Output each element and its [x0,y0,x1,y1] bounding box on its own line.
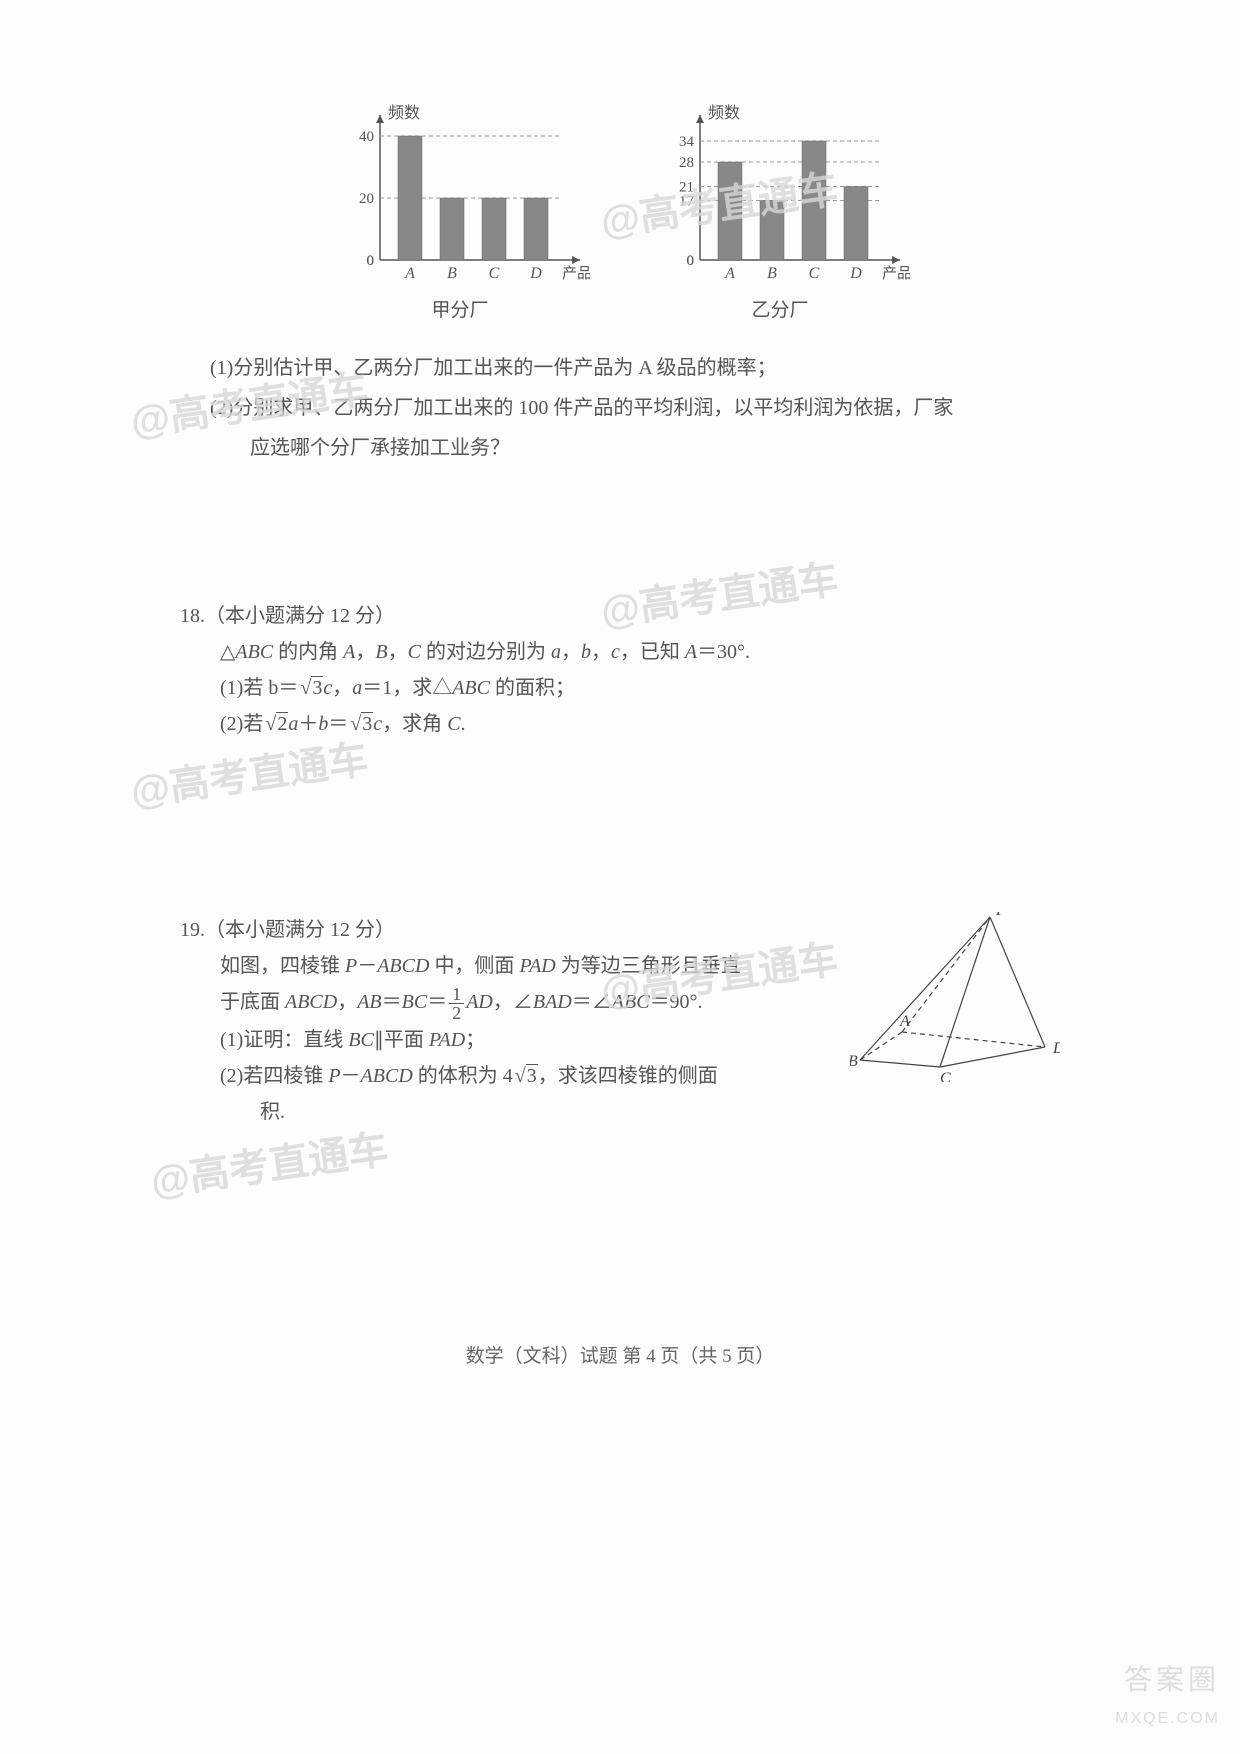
q18-number: 18. [180,605,205,627]
svg-text:A: A [724,265,735,282]
exam-page: 频数产品等级02040ABCD0 甲分厂 频数产品等级017212834ABCD… [0,0,1240,1190]
q18-sqrt3-b: 3 [361,712,373,735]
svg-text:C: C [809,265,820,282]
q19-header-text: （本小题满分 12 分） [205,919,395,941]
bottom-wm-line1: 答案圈 [1115,1655,1220,1705]
chart-jia-caption: 甲分厂 [330,294,590,328]
q18: 18.（本小题满分 12 分） △ABC 的内角 A，B，C 的对边分别为 a，… [180,598,1060,742]
q19-sqrt3: 3 [526,1064,538,1087]
svg-text:34: 34 [679,134,695,150]
q18-sub2: (2)若2a＋b＝3c，求角 C. [220,706,1060,742]
svg-text:产品等级: 产品等级 [562,264,590,282]
svg-text:B: B [447,265,457,282]
svg-text:28: 28 [679,155,694,171]
svg-text:0: 0 [687,253,695,269]
q18-sub1-pre: (1)若 b＝ [220,677,298,699]
q19-frac-den: 2 [449,1004,464,1022]
q19-number: 19. [180,919,205,941]
q19-frac-num: 1 [449,985,464,1004]
q19: 19.（本小题满分 12 分） 如图，四棱锥 P－ABCD 中，侧面 PAD 为… [180,912,1060,1130]
svg-text:B: B [767,265,777,282]
svg-text:40: 40 [359,129,374,145]
q18-header: 18.（本小题满分 12 分） [180,598,1060,634]
q19-line2: 于底面 ABCD，AB＝BC＝12AD，∠BAD＝∠ABC＝90°. [220,984,840,1022]
chart-jia: 频数产品等级02040ABCD0 甲分厂 [330,100,590,328]
q19-text: 19.（本小题满分 12 分） 如图，四棱锥 P－ABCD 中，侧面 PAD 为… [180,912,840,1130]
svg-text:P: P [995,912,1006,919]
q19-sub2: (2)若四棱锥 P－ABCD 的体积为 43，求该四棱锥的侧面 [220,1058,840,1094]
svg-text:17: 17 [679,194,695,210]
q19-line1: 如图，四棱锥 P－ABCD 中，侧面 PAD 为等边三角形且垂直 [220,948,840,984]
svg-text:C: C [940,1070,951,1082]
q17-subquestions: (1)分别估计甲、乙两分厂加工出来的一件产品为 A 级品的概率； (2)分别求甲… [210,348,1060,468]
svg-text:0: 0 [367,253,375,269]
q17-sub2: (2)分别求甲、乙两分厂加工出来的 100 件产品的平均利润，以平均利润为依据，… [210,388,1060,428]
pyramid-svg: P A B C D [850,912,1060,1082]
svg-text:21: 21 [679,180,694,196]
q18-sub1: (1)若 b＝3c，a＝1，求△ABC 的面积； [220,670,1060,706]
svg-text:D: D [529,265,542,282]
svg-text:产品等级: 产品等级 [882,264,910,282]
svg-text:频数: 频数 [708,104,740,122]
q18-header-text: （本小题满分 12 分） [205,605,395,627]
svg-text:20: 20 [359,191,374,207]
bottom-right-watermark: 答案圈 MXQE.COM [1115,1655,1220,1734]
q19-sub1: (1)证明：直线 BC∥平面 PAD； [220,1022,840,1058]
q19-header: 19.（本小题满分 12 分） [180,912,840,948]
svg-text:D: D [849,265,862,282]
svg-text:D: D [1052,1040,1060,1057]
q18-sqrt2: 2 [276,712,288,735]
svg-text:频数: 频数 [388,104,420,122]
q17-sub2-cont: 应选哪个分厂承接加工业务？ [250,428,1060,468]
chart-jia-svg: 频数产品等级02040ABCD0 [330,100,590,290]
svg-text:C: C [489,265,500,282]
q18-line1: △ABC 的内角 A，B，C 的对边分别为 a，b，c，已知 A＝30°. [220,634,1060,670]
q18-sqrt3-a: 3 [311,676,323,699]
svg-text:A: A [899,1013,910,1030]
q18-sub2-pre: (2)若 [220,713,263,735]
svg-text:B: B [850,1053,858,1070]
bottom-wm-line2: MXQE.COM [1115,1705,1220,1734]
q19-sub2-cont: 积. [260,1094,840,1130]
chart-yi-svg: 频数产品等级017212834ABCD0 [650,100,910,290]
chart-yi-caption: 乙分厂 [650,294,910,328]
svg-text:A: A [404,265,415,282]
charts-row: 频数产品等级02040ABCD0 甲分厂 频数产品等级017212834ABCD… [180,100,1060,328]
pyramid-diagram: P A B C D [850,912,1060,1094]
page-footer: 数学（文科）试题 第 4 页（共 5 页） [0,1340,1240,1374]
q17-sub1: (1)分别估计甲、乙两分厂加工出来的一件产品为 A 级品的概率； [210,348,1060,388]
chart-yi: 频数产品等级017212834ABCD0 乙分厂 [650,100,910,328]
